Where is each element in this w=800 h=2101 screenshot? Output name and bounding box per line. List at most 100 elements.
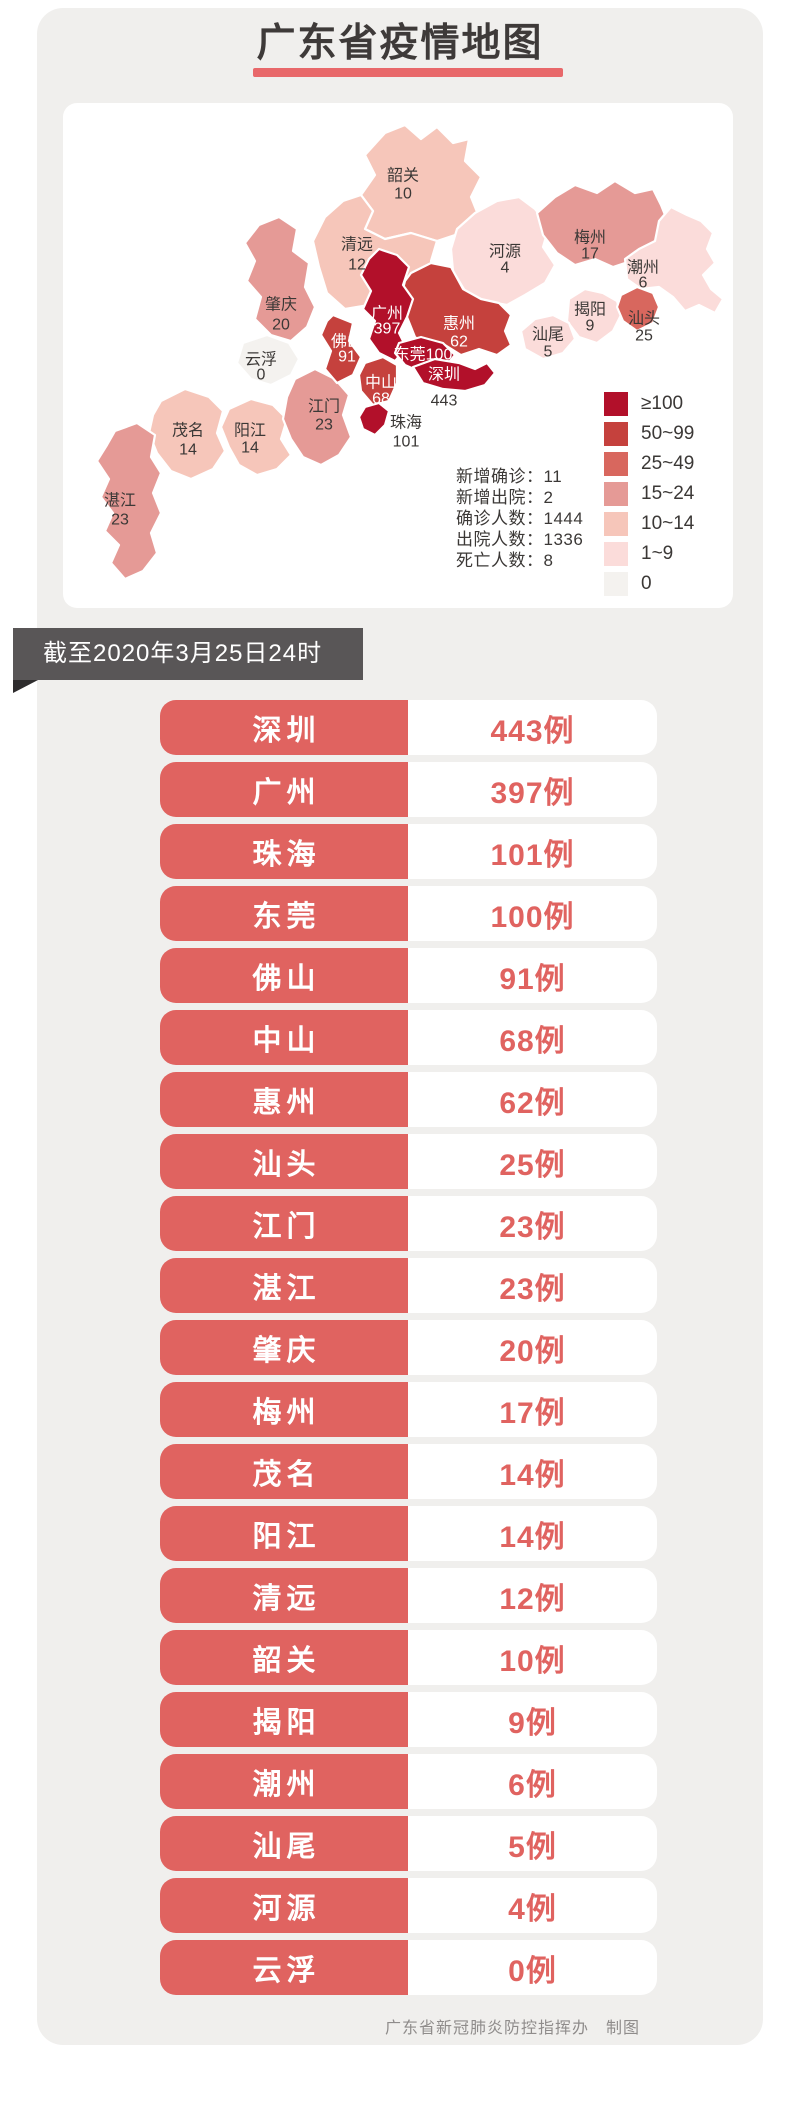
city-case-count: 4例 xyxy=(408,1878,657,1933)
city-row: 云浮 0例 xyxy=(160,1940,657,1995)
city-row: 潮州 6例 xyxy=(160,1754,657,1809)
region-zhongshan xyxy=(357,355,399,407)
stat-line: 新增出院：2 xyxy=(456,488,554,507)
city-case-count: 23例 xyxy=(408,1258,657,1313)
city-name: 云浮 xyxy=(160,1940,408,1995)
legend-item: 1~9 xyxy=(604,542,694,566)
region-foshan xyxy=(319,313,363,385)
stat-line: 确诊人数：1444 xyxy=(456,509,584,528)
city-name: 湛江 xyxy=(160,1258,408,1313)
city-name: 清远 xyxy=(160,1568,408,1623)
city-row: 珠海 101例 xyxy=(160,824,657,879)
region-label-shanwei: 汕尾 xyxy=(532,326,564,344)
region-shantou xyxy=(615,285,661,333)
legend-swatch xyxy=(604,542,628,566)
city-row: 湛江 23例 xyxy=(160,1258,657,1313)
city-case-count: 100例 xyxy=(408,886,657,941)
city-row: 河源 4例 xyxy=(160,1878,657,1933)
region-label-zhaoqing: 肇庆 xyxy=(265,296,297,314)
city-name: 潮州 xyxy=(160,1754,408,1809)
date-banner-text: 截至2020年3月25日24时 xyxy=(43,640,323,667)
legend-item: ≥100 xyxy=(604,392,694,416)
region-zhanjiang xyxy=(95,421,163,581)
legend-item: 50~99 xyxy=(604,422,694,446)
region-value-shantou: 25 xyxy=(635,328,653,345)
city-name: 梅州 xyxy=(160,1382,408,1437)
city-case-count: 17例 xyxy=(408,1382,657,1437)
legend-label: 0 xyxy=(641,573,652,594)
region-value-zhongshan: 68 xyxy=(372,391,390,408)
city-case-count: 68例 xyxy=(408,1010,657,1065)
region-value-qingyuan: 12 xyxy=(348,257,366,274)
city-row: 揭阳 9例 xyxy=(160,1692,657,1747)
region-value-foshan: 91 xyxy=(338,349,356,366)
city-name: 佛山 xyxy=(160,948,408,1003)
city-name: 深圳 xyxy=(160,700,408,755)
region-label-maoming: 茂名 xyxy=(172,422,204,440)
legend-item: 0 xyxy=(604,572,694,596)
footer-credit: 广东省新冠肺炎防控指挥办 制图 xyxy=(385,2020,641,2037)
city-row: 惠州 62例 xyxy=(160,1072,657,1127)
city-name: 阳江 xyxy=(160,1506,408,1561)
region-value-zhanjiang: 23 xyxy=(111,512,129,529)
region-value-shanwei: 5 xyxy=(544,344,553,361)
ribbon-fold-icon xyxy=(13,680,38,693)
legend-swatch xyxy=(604,392,628,416)
city-case-count: 443例 xyxy=(408,700,657,755)
legend-label: 1~9 xyxy=(641,543,674,564)
city-row: 茂名 14例 xyxy=(160,1444,657,1499)
region-value-meizhou: 17 xyxy=(581,246,599,263)
date-ribbon: 截至2020年3月25日24时 xyxy=(13,628,363,680)
region-label-yunfu: 云浮 xyxy=(245,351,277,369)
legend: ≥100 50~99 25~49 15~24 10~14 1~9 0 xyxy=(604,392,694,602)
city-case-list: 深圳 443例 广州 397例 珠海 101例 东莞 100例 佛山 91例 中山 68例 惠州 62例汕… xyxy=(160,700,657,2002)
region-value-heyuan: 4 xyxy=(501,260,510,277)
legend-label: 15~24 xyxy=(641,483,695,504)
region-label-meizhou: 梅州 xyxy=(574,229,606,247)
legend-swatch xyxy=(604,452,628,476)
region-label-dongguan: 东莞100 xyxy=(394,346,453,364)
city-name: 汕头 xyxy=(160,1134,408,1189)
city-row: 广州 397例 xyxy=(160,762,657,817)
city-name: 东莞 xyxy=(160,886,408,941)
legend-item: 15~24 xyxy=(604,482,694,506)
region-label-shenzhen: 深圳 xyxy=(428,366,460,384)
page-title: 广东省疫情地图 xyxy=(256,22,544,65)
city-name: 中山 xyxy=(160,1010,408,1065)
city-case-count: 62例 xyxy=(408,1072,657,1127)
region-label-shaoguan: 韶关 xyxy=(387,167,419,185)
stat-line: 死亡人数：8 xyxy=(456,551,554,570)
city-name: 惠州 xyxy=(160,1072,408,1127)
city-name: 揭阳 xyxy=(160,1692,408,1747)
region-value-jieyang: 9 xyxy=(586,318,595,335)
infographic-panel: 广东省疫情地图 韶关 10 清远 12 肇庆 20 云浮 0 茂名 14 阳江 14 湛江 23 江门 23 河… xyxy=(13,8,763,2045)
city-case-count: 25例 xyxy=(408,1134,657,1189)
city-case-count: 10例 xyxy=(408,1630,657,1685)
legend-swatch xyxy=(604,422,628,446)
stat-line: 出院人数：1336 xyxy=(456,530,584,549)
city-row: 江门 23例 xyxy=(160,1196,657,1251)
city-case-count: 14例 xyxy=(408,1506,657,1561)
legend-swatch xyxy=(604,512,628,536)
region-label-zhuhai: 珠海 xyxy=(390,414,422,432)
city-case-count: 5例 xyxy=(408,1816,657,1871)
city-case-count: 101例 xyxy=(408,824,657,879)
region-shenzhen xyxy=(411,357,497,393)
city-name: 汕尾 xyxy=(160,1816,408,1871)
city-name: 茂名 xyxy=(160,1444,408,1499)
city-row: 汕头 25例 xyxy=(160,1134,657,1189)
city-row: 梅州 17例 xyxy=(160,1382,657,1437)
city-name: 珠海 xyxy=(160,824,408,879)
stats-block: 新增确诊：11 新增出院：2 确诊人数：1444 出院人数：1336 死亡人数：8 xyxy=(456,466,583,571)
region-label-guangzhou: 广州 xyxy=(371,305,403,323)
city-row: 中山 68例 xyxy=(160,1010,657,1065)
stat-line: 新增确诊：11 xyxy=(456,467,563,486)
region-value-jiangmen: 23 xyxy=(315,417,333,434)
legend-label: ≥100 xyxy=(641,393,684,414)
city-case-count: 23例 xyxy=(408,1196,657,1251)
guangdong-choropleth-map: 韶关10清远12肇庆20云浮0茂名14阳江14湛江23江门23河源4梅州17潮州… xyxy=(95,123,725,581)
city-case-count: 20例 xyxy=(408,1320,657,1375)
region-chaozhou xyxy=(623,205,725,315)
region-value-guangzhou: 397 xyxy=(374,321,401,338)
city-name: 广州 xyxy=(160,762,408,817)
